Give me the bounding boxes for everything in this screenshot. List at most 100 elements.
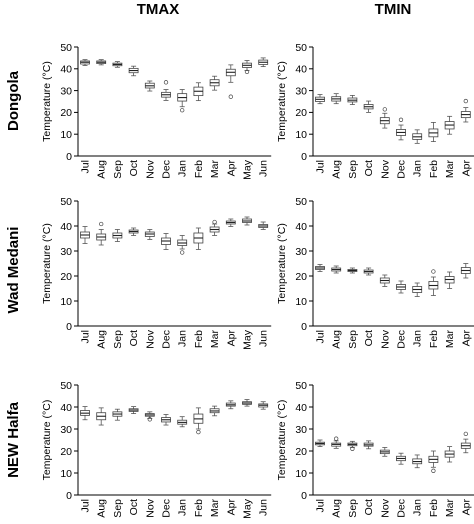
box-apr [460,98,471,123]
x-tick-label: Jun [258,160,270,177]
y-tick-label: 40 [60,402,72,414]
y-axis-label: Temperature (°C) [41,400,53,481]
y-tick-label: 20 [295,107,307,119]
x-tick-label: Oct [363,160,375,176]
outlier-point [180,108,185,113]
x-tick-label: Feb [428,499,440,517]
y-tick-label: 30 [295,424,307,436]
box-dec [396,452,406,465]
box-nov [379,107,390,129]
box-jul [315,94,325,105]
x-tick-label: May [242,498,254,519]
box-feb [428,450,439,473]
y-tick-label: 20 [295,271,307,283]
box-jan [177,89,188,113]
x-tick-label: Jul [80,160,92,173]
box-mar [209,219,220,236]
outlier-point [196,429,201,435]
column-title-tmin: TMIN [375,1,412,18]
outlier-point [228,94,233,99]
y-tick-label: 20 [60,271,72,283]
y-tick-label: 40 [295,221,307,233]
box-sep [347,267,358,274]
x-tick-label: Jan [412,499,424,516]
box-jul [80,226,90,244]
x-tick-label: Feb [428,330,440,348]
y-tick-label: 0 [66,321,72,333]
x-tick-label: Sep [347,330,359,349]
panel-dongola-tmin: 0 10 20 30 40 50 Temperature (°C) Jul Aug Sep Oct N… [276,42,474,179]
x-tick-label: Jul [80,330,92,343]
y-tick-label: 0 [66,151,72,163]
box-jan [412,129,423,144]
box-aug [331,265,342,274]
y-tick-label: 0 [66,490,72,502]
box-feb [193,227,204,250]
outlier-point [382,107,387,112]
row-title-new-halfa: NEW Halfa [5,401,22,478]
box-feb [193,407,204,435]
box-oct [363,440,374,450]
x-tick-label: Dec [161,330,173,349]
box-feb [428,269,439,296]
x-tick-label: May [242,329,254,350]
x-tick-label: Oct [363,499,375,515]
box-jun [258,401,269,410]
panel-wad-medani-tmax: 0 10 20 30 40 50 Temperature (°C) Jul Aug Sep Oct N… [41,196,272,350]
y-tick-label: 10 [60,296,72,308]
box-jan [177,235,188,255]
box-oct [363,100,374,113]
box-mar [444,115,455,135]
box-oct [128,227,139,236]
box-dec [396,280,406,294]
x-tick-label: Feb [193,330,205,348]
box-nov [379,274,390,287]
row-title-dongola: Dongola [5,70,22,131]
box-may [242,216,252,226]
box-nov [144,229,155,240]
box-dec [161,414,171,426]
x-tick-label: Aug [331,499,343,518]
x-tick-label: Jun [258,330,270,347]
x-tick-label: Feb [193,499,205,517]
x-tick-label: Nov [144,498,156,517]
y-tick-label: 20 [60,107,72,119]
y-tick-label: 0 [301,490,307,502]
y-tick-label: 40 [60,221,72,233]
y-tick-label: 40 [295,402,307,414]
y-axis-label: Temperature (°C) [276,223,288,304]
box-aug [331,93,342,105]
column-title-tmax: TMAX [137,1,180,18]
box-jul [315,439,325,448]
box-may [242,399,252,407]
y-tick-label: 10 [60,129,72,141]
x-tick-label: Nov [379,159,391,178]
x-tick-label: Aug [96,160,108,179]
box-may [242,60,252,75]
x-tick-label: Aug [331,160,343,179]
x-tick-label: Feb [193,160,205,178]
y-tick-label: 30 [60,246,72,258]
outlier-point [350,446,355,451]
outlier-point [244,69,250,75]
y-axis-label: Temperature (°C) [276,61,288,142]
outlier-point [212,219,217,225]
x-tick-label: Mar [209,160,221,179]
y-tick-label: 10 [295,296,307,308]
outlier-point [463,98,468,104]
box-sep [112,229,123,242]
y-tick-label: 20 [60,446,72,458]
x-tick-label: Aug [331,330,343,349]
x-tick-label: Jul [315,499,327,512]
box-dec [161,80,171,101]
box-jan [177,416,188,428]
box-apr [225,218,236,227]
outlier-point [147,417,152,422]
x-tick-label: Jan [412,160,424,177]
outlier-point [180,250,185,255]
box-aug [96,59,107,66]
box-apr [225,400,236,410]
box-mar [209,75,220,91]
outlier-point [334,436,339,441]
box-dec [161,233,171,250]
